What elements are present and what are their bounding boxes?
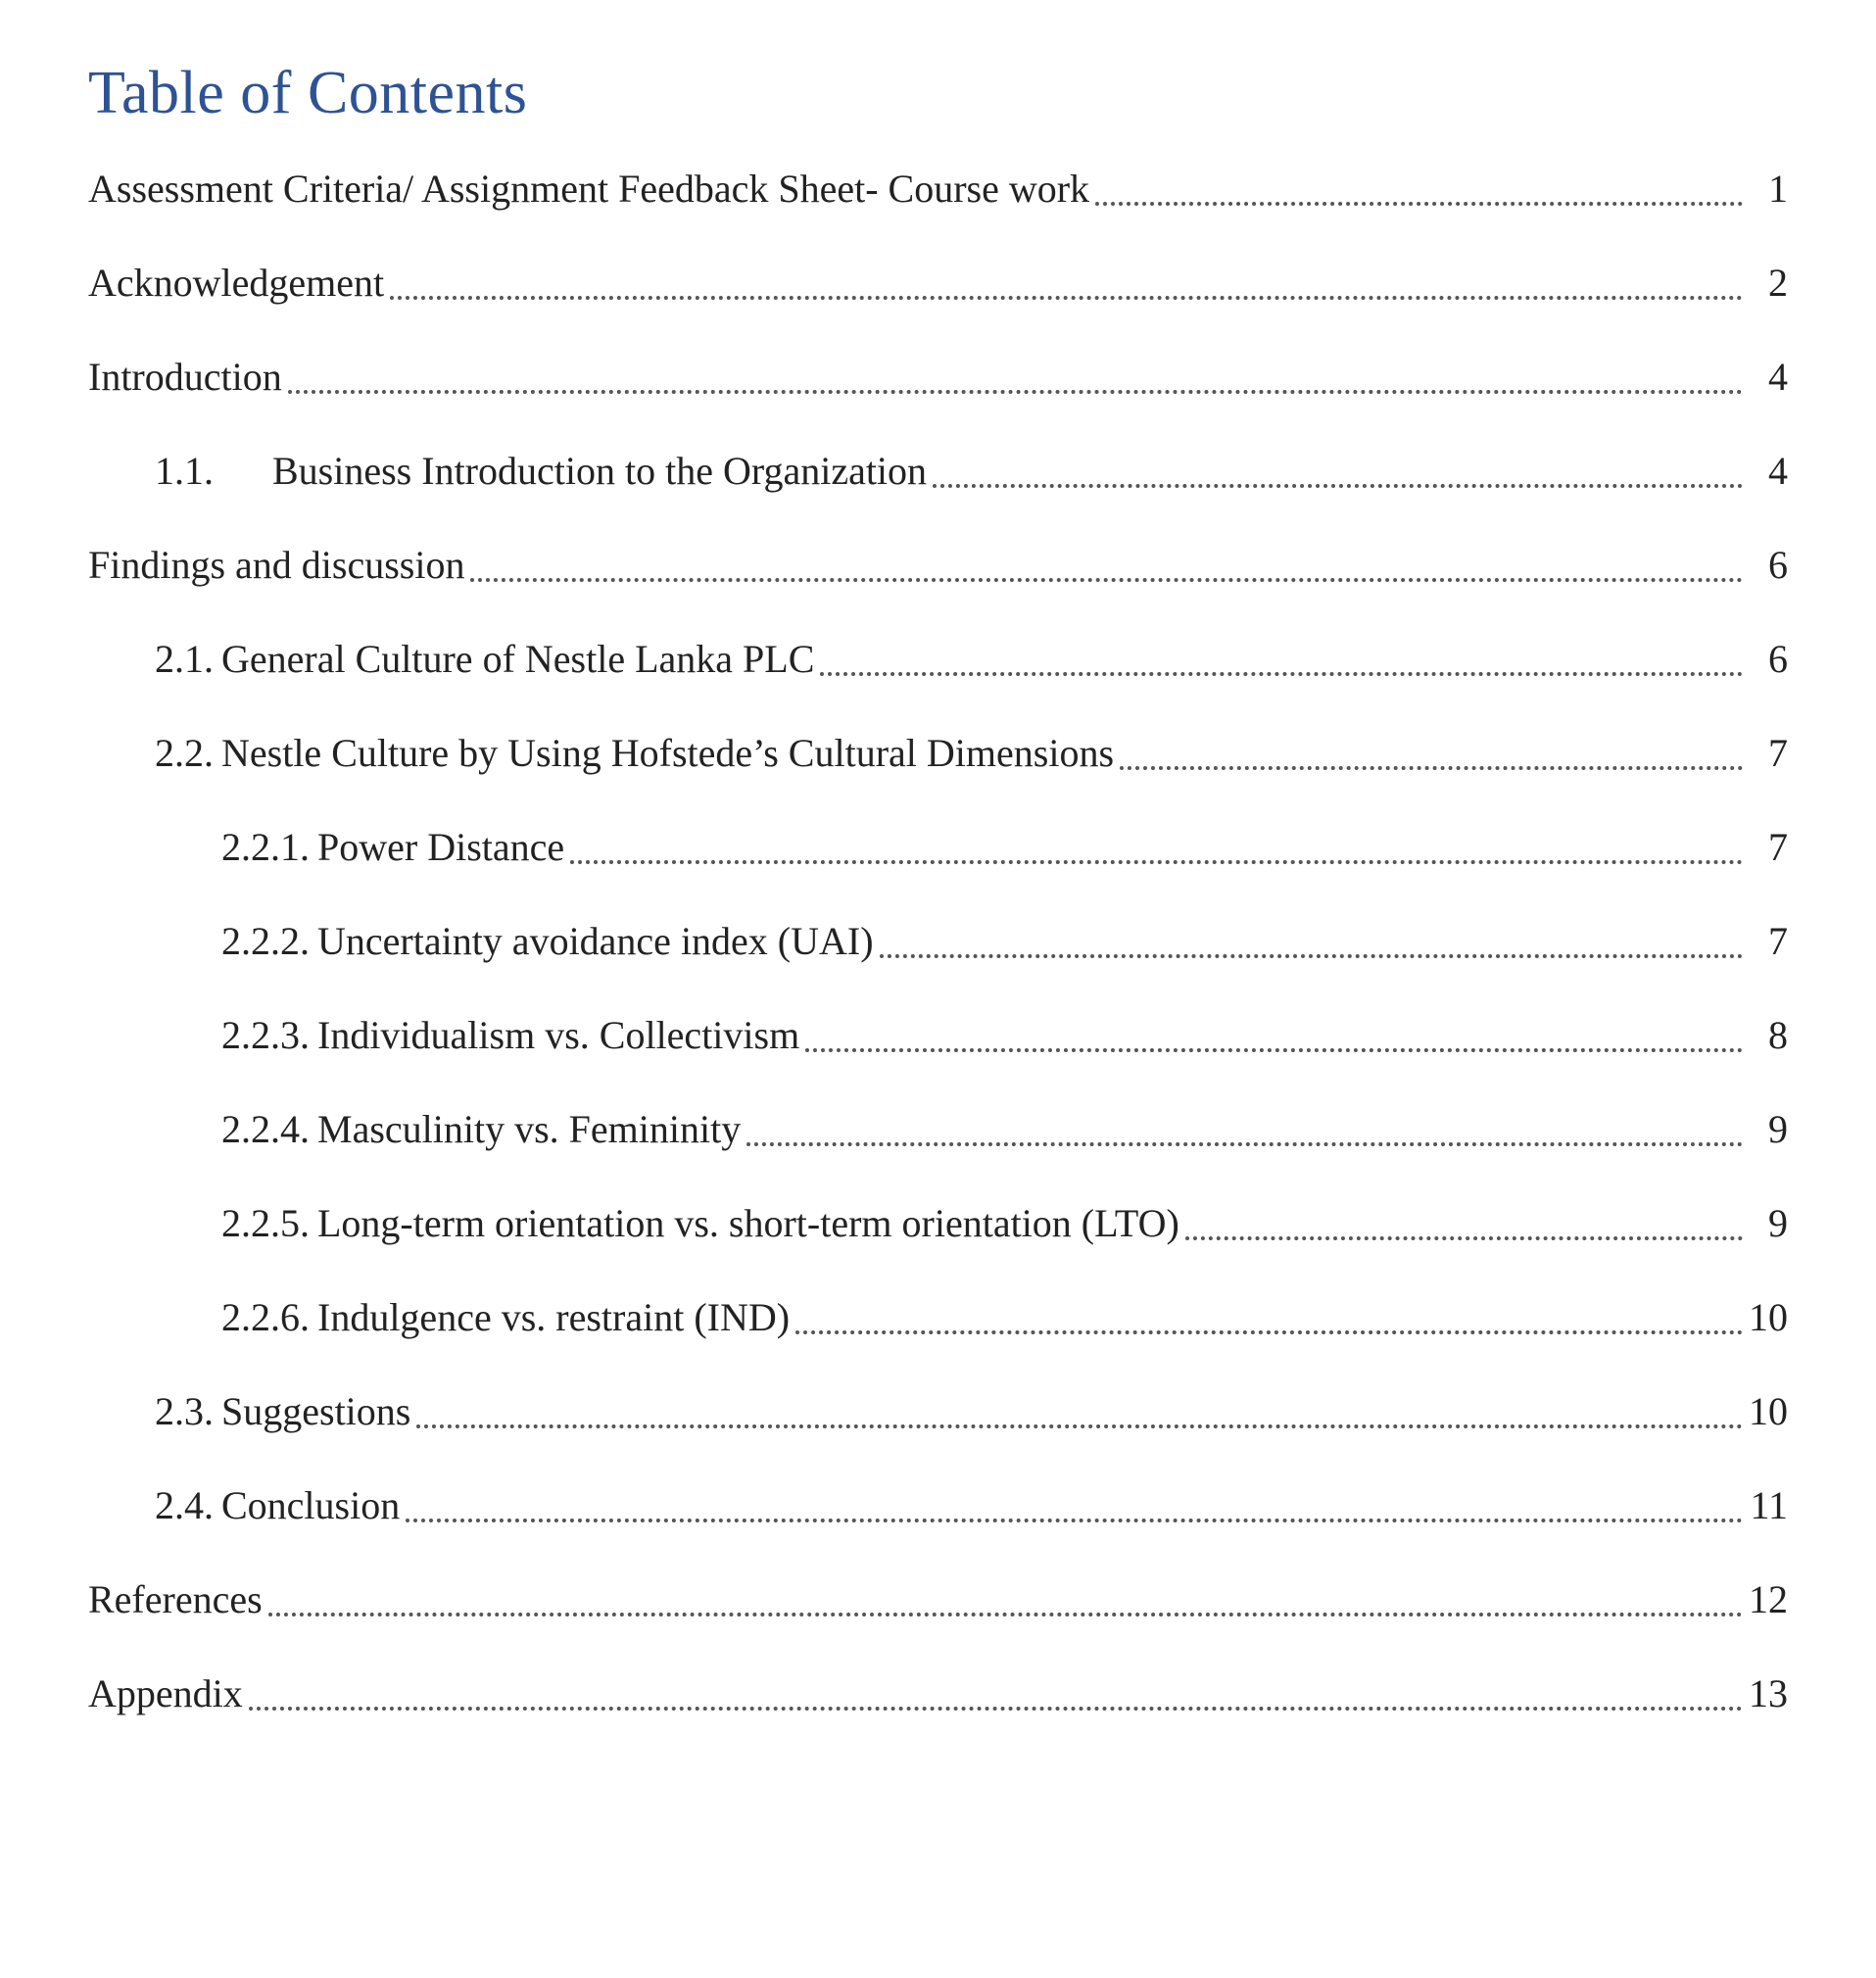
toc-entry-number: 1.1. xyxy=(155,448,272,495)
toc-entry-label: 2.2.3.Individualism vs. Collectivism xyxy=(221,1012,799,1059)
toc-entry-label: References xyxy=(88,1576,263,1623)
toc-leader-dots xyxy=(1095,202,1743,206)
toc-entry-page: 1 xyxy=(1749,166,1788,213)
toc-entry-page: 12 xyxy=(1749,1576,1788,1623)
toc-entry-page: 6 xyxy=(1749,542,1788,589)
toc-entry-page: 4 xyxy=(1749,448,1788,495)
toc-entry-page: 7 xyxy=(1749,730,1788,777)
toc-entry-text: Appendix xyxy=(88,1671,243,1715)
toc-leader-dots xyxy=(795,1330,1743,1334)
toc-leader-dots xyxy=(268,1613,1743,1616)
toc-leader-dots xyxy=(249,1707,1743,1711)
toc-entry-page: 7 xyxy=(1749,918,1788,965)
toc-entry-number: 2.2.3. xyxy=(221,1013,310,1057)
toc-entry-page: 10 xyxy=(1749,1294,1788,1341)
toc-entry: 2.2.2.Uncertainty avoidance index (UAI) 7 xyxy=(88,918,1788,965)
toc-title: Table of Contents xyxy=(88,59,1788,128)
toc-leader-dots xyxy=(416,1424,1743,1428)
toc-leader-dots xyxy=(805,1048,1743,1052)
toc-entry-label: 2.2.5.Long-term orientation vs. short-te… xyxy=(221,1200,1179,1247)
toc-entry-text: Individualism vs. Collectivism xyxy=(317,1013,799,1057)
toc-entry: 2.2.5.Long-term orientation vs. short-te… xyxy=(88,1200,1788,1247)
toc-entry-number: 2.2.2. xyxy=(221,919,310,963)
toc-entry-label: Assessment Criteria/ Assignment Feedback… xyxy=(88,166,1089,213)
toc-leader-dots xyxy=(880,954,1743,958)
toc-leader-dots xyxy=(1185,1236,1743,1240)
toc-entry-number: 2.1. xyxy=(155,637,214,681)
toc-entry-label: 2.2.1.Power Distance xyxy=(221,824,564,871)
toc-entry: Acknowledgement 2 xyxy=(88,260,1788,307)
toc-entry-page: 9 xyxy=(1749,1200,1788,1247)
toc-entry-text: References xyxy=(88,1577,263,1621)
toc-leader-dots xyxy=(1120,766,1743,770)
toc-entry-label: 2.1.General Culture of Nestle Lanka PLC xyxy=(155,636,814,683)
toc-leader-dots xyxy=(470,578,1743,582)
toc-entry: Findings and discussion 6 xyxy=(88,542,1788,589)
toc-entry-label: 2.3.Suggestions xyxy=(155,1388,410,1435)
toc-entry-page: 2 xyxy=(1749,260,1788,307)
toc-leader-dots xyxy=(570,860,1743,864)
toc-entry-page: 8 xyxy=(1749,1012,1788,1059)
toc-entry-page: 9 xyxy=(1749,1106,1788,1153)
toc-entry: 2.2.1.Power Distance 7 xyxy=(88,824,1788,871)
toc-list: Assessment Criteria/ Assignment Feedback… xyxy=(88,166,1788,1717)
toc-entry-label: 2.2.4.Masculinity vs. Femininity xyxy=(221,1106,741,1153)
toc-entry: References 12 xyxy=(88,1576,1788,1623)
toc-entry-text: Masculinity vs. Femininity xyxy=(317,1107,741,1151)
toc-entry-label: Introduction xyxy=(88,354,282,401)
toc-entry-page: 13 xyxy=(1749,1670,1788,1717)
toc-entry-page: 4 xyxy=(1749,354,1788,401)
toc-entry: 1.1.Business Introduction to the Organiz… xyxy=(88,448,1788,495)
toc-entry: 2.2.3.Individualism vs. Collectivism 8 xyxy=(88,1012,1788,1059)
toc-entry: 2.3.Suggestions 10 xyxy=(88,1388,1788,1435)
toc-entry: 2.2.Nestle Culture by Using Hofstede’s C… xyxy=(88,730,1788,777)
toc-entry-number: 2.2.5. xyxy=(221,1201,310,1245)
toc-entry-page: 10 xyxy=(1749,1388,1788,1435)
toc-entry: Introduction 4 xyxy=(88,354,1788,401)
toc-entry-label: Acknowledgement xyxy=(88,260,384,307)
toc-entry-page: 11 xyxy=(1749,1482,1788,1529)
toc-entry-number: 2.2. xyxy=(155,731,214,775)
toc-entry-text: Assessment Criteria/ Assignment Feedback… xyxy=(88,167,1089,211)
toc-entry-label: 2.4.Conclusion xyxy=(155,1482,400,1529)
toc-entry-text: Uncertainty avoidance index (UAI) xyxy=(317,919,874,963)
toc-entry: 2.4.Conclusion 11 xyxy=(88,1482,1788,1529)
toc-leader-dots xyxy=(390,296,1743,300)
toc-entry-text: Introduction xyxy=(88,355,282,399)
toc-leader-dots xyxy=(406,1519,1743,1522)
toc-entry: 2.2.4.Masculinity vs. Femininity 9 xyxy=(88,1106,1788,1153)
toc-entry-label: Appendix xyxy=(88,1670,243,1717)
toc-entry-text: Long-term orientation vs. short-term ori… xyxy=(317,1201,1179,1245)
toc-entry-number: 2.2.1. xyxy=(221,825,310,869)
toc-entry-label: 1.1.Business Introduction to the Organiz… xyxy=(155,448,927,495)
toc-entry-label: Findings and discussion xyxy=(88,542,464,589)
toc-entry-text: Conclusion xyxy=(221,1483,400,1527)
toc-entry: 2.2.6.Indulgence vs. restraint (IND) 10 xyxy=(88,1294,1788,1341)
toc-entry: Assessment Criteria/ Assignment Feedback… xyxy=(88,166,1788,213)
toc-entry-text: Nestle Culture by Using Hofstede’s Cultu… xyxy=(221,731,1114,775)
toc-leader-dots xyxy=(288,390,1743,394)
toc-entry-text: Indulgence vs. restraint (IND) xyxy=(317,1295,790,1339)
toc-entry: Appendix 13 xyxy=(88,1670,1788,1717)
toc-entry-label: 2.2.Nestle Culture by Using Hofstede’s C… xyxy=(155,730,1114,777)
toc-entry-text: Findings and discussion xyxy=(88,543,464,587)
toc-leader-dots xyxy=(933,484,1743,488)
toc-entry-text: Business Introduction to the Organizatio… xyxy=(272,449,927,493)
toc-entry-text: General Culture of Nestle Lanka PLC xyxy=(221,637,814,681)
toc-entry-number: 2.2.4. xyxy=(221,1107,310,1151)
toc-entry-page: 7 xyxy=(1749,824,1788,871)
toc-leader-dots xyxy=(820,672,1743,676)
toc-leader-dots xyxy=(746,1142,1743,1146)
toc-entry-text: Acknowledgement xyxy=(88,261,384,305)
toc-entry-text: Power Distance xyxy=(317,825,564,869)
toc-entry-label: 2.2.2.Uncertainty avoidance index (UAI) xyxy=(221,918,874,965)
toc-entry: 2.1.General Culture of Nestle Lanka PLC 6 xyxy=(88,636,1788,683)
toc-entry-page: 6 xyxy=(1749,636,1788,683)
toc-entry-label: 2.2.6.Indulgence vs. restraint (IND) xyxy=(221,1294,790,1341)
toc-entry-number: 2.3. xyxy=(155,1389,214,1433)
toc-entry-number: 2.2.6. xyxy=(221,1295,310,1339)
toc-entry-text: Suggestions xyxy=(221,1389,410,1433)
toc-entry-number: 2.4. xyxy=(155,1483,214,1527)
